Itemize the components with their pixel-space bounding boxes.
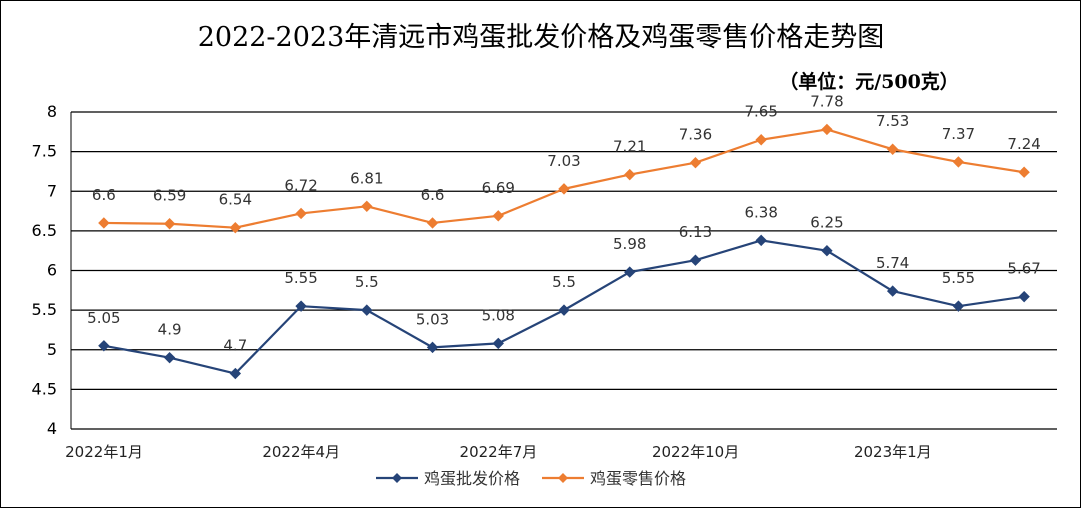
x-axis-ticks: 2022年1月 2022年4月 2022年7月 2022年10月 2023年1月 bbox=[65, 443, 932, 461]
series-line bbox=[103, 128, 1025, 229]
data-label: 6.38 bbox=[744, 203, 777, 221]
data-label: 5.5 bbox=[552, 273, 576, 291]
x-tick-label: 2022年10月 bbox=[652, 443, 739, 461]
data-label: 5.03 bbox=[416, 310, 449, 328]
data-point bbox=[295, 300, 307, 312]
data-point bbox=[1018, 290, 1030, 303]
data-point bbox=[492, 337, 504, 350]
data-point bbox=[886, 143, 899, 155]
y-tick-label: 5 bbox=[47, 340, 57, 359]
series-1: 5.05 4.9 4.7 5.55 5.5 5.03 5.08 5.5 5.98 6.13 6.38… bbox=[87, 203, 1041, 380]
data-point bbox=[624, 168, 636, 181]
data-label: 6.69 bbox=[482, 179, 515, 197]
data-label: 4.7 bbox=[223, 337, 247, 355]
data-point bbox=[361, 200, 373, 213]
y-axis-ticks: 8 7.5 7 6.5 6 5.5 5 4.5 4 bbox=[32, 102, 57, 438]
data-point bbox=[952, 156, 965, 168]
data-label: 7.78 bbox=[810, 92, 843, 110]
series-2: 6.6 6.59 6.54 6.72 6.81 6.6 6.69 7.03 7.21 7.36 7.… bbox=[92, 92, 1041, 234]
data-label: 5.74 bbox=[876, 254, 909, 272]
legend-label: 鸡蛋批发价格 bbox=[424, 469, 520, 488]
data-label: 6.6 bbox=[92, 186, 116, 204]
series-group: 5.05 4.9 4.7 5.55 5.5 5.03 5.08 5.5 5.98 6.13 6.38… bbox=[87, 92, 1041, 380]
data-point bbox=[163, 351, 176, 364]
legend-marker bbox=[392, 473, 402, 483]
data-point bbox=[98, 340, 110, 352]
y-tick-label: 4.5 bbox=[32, 379, 57, 398]
y-tick-label: 5.5 bbox=[32, 300, 57, 319]
legend-item: 鸡蛋批发价格 bbox=[376, 469, 520, 488]
y-tick-label: 7.5 bbox=[32, 142, 57, 161]
data-label: 7.21 bbox=[613, 138, 646, 156]
data-label: 5.08 bbox=[482, 306, 515, 324]
data-point bbox=[295, 207, 307, 220]
data-point bbox=[689, 254, 702, 266]
data-label: 7.36 bbox=[679, 126, 712, 144]
data-point bbox=[229, 367, 242, 380]
data-point bbox=[426, 341, 439, 354]
data-label: 5.55 bbox=[284, 269, 317, 287]
data-point bbox=[229, 221, 242, 234]
data-label: 7.03 bbox=[547, 152, 580, 170]
y-tick-label: 6.5 bbox=[32, 221, 57, 240]
data-label: 6.72 bbox=[284, 176, 317, 194]
data-label: 7.24 bbox=[1007, 135, 1040, 153]
data-label: 6.6 bbox=[421, 186, 445, 204]
x-tick-label: 2022年4月 bbox=[262, 443, 340, 461]
data-point bbox=[689, 157, 702, 169]
data-label: 5.67 bbox=[1007, 260, 1040, 278]
data-label: 5.5 bbox=[355, 273, 379, 291]
data-label: 5.98 bbox=[613, 235, 646, 253]
data-label: 7.65 bbox=[744, 103, 777, 121]
data-label: 7.37 bbox=[942, 125, 975, 143]
y-tick-label: 7 bbox=[47, 181, 57, 200]
y-tick-label: 8 bbox=[47, 102, 57, 121]
data-label: 5.55 bbox=[942, 269, 975, 287]
data-label: 6.25 bbox=[810, 214, 843, 232]
data-point bbox=[98, 217, 110, 229]
data-label: 6.13 bbox=[679, 223, 712, 241]
unit-label: （单位：元/500克） bbox=[779, 70, 959, 93]
x-tick-label: 2023年1月 bbox=[854, 443, 932, 461]
data-label: 7.53 bbox=[876, 112, 909, 130]
data-label: 6.81 bbox=[350, 169, 383, 187]
data-point bbox=[1018, 166, 1030, 178]
data-point bbox=[361, 304, 373, 316]
x-tick-label: 2022年1月 bbox=[65, 443, 143, 461]
data-point bbox=[624, 266, 636, 278]
data-point bbox=[163, 218, 176, 230]
chart-title: 2022-2023年清远市鸡蛋批发价格及鸡蛋零售价格走势图 bbox=[198, 22, 885, 53]
data-label: 6.54 bbox=[219, 191, 252, 209]
legend-marker bbox=[558, 473, 568, 483]
data-point bbox=[426, 217, 439, 229]
data-point bbox=[755, 234, 767, 247]
data-point bbox=[492, 210, 504, 222]
data-point bbox=[558, 304, 570, 316]
data-point bbox=[821, 123, 833, 136]
y-tick-label: 6 bbox=[47, 261, 57, 280]
data-point bbox=[821, 244, 833, 257]
x-tick-label: 2022年7月 bbox=[460, 443, 538, 461]
data-point bbox=[558, 183, 570, 195]
legend-item: 鸡蛋零售价格 bbox=[542, 469, 686, 488]
data-label: 4.9 bbox=[158, 321, 182, 339]
data-point bbox=[755, 134, 767, 146]
data-point bbox=[952, 300, 965, 312]
data-label: 6.59 bbox=[153, 187, 186, 205]
legend-label: 鸡蛋零售价格 bbox=[590, 469, 686, 488]
data-label: 5.05 bbox=[87, 309, 120, 327]
y-tick-label: 4 bbox=[47, 419, 57, 438]
legend: 鸡蛋批发价格 鸡蛋零售价格 bbox=[376, 469, 686, 488]
data-point bbox=[886, 285, 899, 297]
